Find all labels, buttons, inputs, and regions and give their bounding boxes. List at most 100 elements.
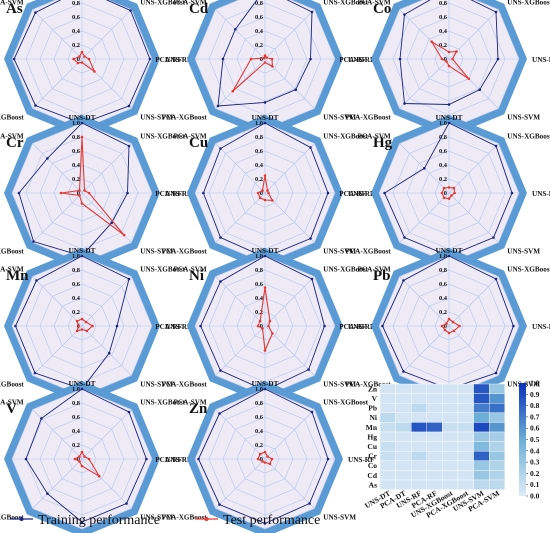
heatmap-cell [473,412,490,423]
heatmap-cell [426,460,443,471]
radar-cu: 00.20.40.60.81.0UNS-DTUNS-XGBoostUNS-RFU… [155,114,375,282]
test-point [267,191,270,195]
heatmap-cell [489,460,506,471]
training-point [202,191,205,195]
training-point [32,240,35,243]
test-point [263,61,267,64]
radar-axis-label: UNS-SVM [140,247,173,255]
test-point [440,191,444,195]
heatmap-cell [411,441,428,452]
heatmap-cell [473,451,490,462]
radar-axis-label: PCA-XGBoost [162,113,208,121]
heatmap-cell [442,412,459,423]
radar-axis-label: UNS-SVM [323,380,356,388]
radar-axis-label: PCA-RF [339,190,366,198]
test-point [266,189,269,192]
training-point [423,167,426,170]
colorbar-tick-label: 0.3 [530,458,540,467]
heatmap-cell [473,431,490,442]
heatmap-cell [457,479,474,490]
training-point [219,369,222,372]
test-point [83,189,86,192]
radar-spoke [215,58,266,109]
test-point [98,475,101,478]
heatmap-cell [379,460,396,471]
radar-spoke [448,276,499,327]
training-point [33,371,37,375]
radar-axis-label: UNS-DT [69,114,96,122]
radar-axis-label: PCA-SVM [0,266,24,274]
test-point [85,329,89,333]
radar-tick-label: 0.8 [72,400,80,407]
radar-tick-label: 0.4 [72,162,81,169]
test-point [78,194,81,197]
radar-axis-label: PCA-XGBoost [346,113,392,121]
radar-axis-label: PCA-XGBoost [0,513,24,521]
radar-tick-label: 0.2 [255,442,263,449]
radar-spoke [32,9,83,60]
radar-tick-label: 1.0 [255,253,263,260]
heatmap-cell [426,431,443,442]
radar-spoke [81,143,132,194]
training-point [492,236,495,239]
test-point [78,455,81,458]
training-point [478,88,482,91]
test-point [447,197,451,200]
heatmap-cell [395,470,412,481]
test-point [440,57,444,61]
radar-axis-label: PCA-SVM [358,133,391,141]
radar-tick-label: 0.8 [255,0,263,7]
radar-spoke [264,143,315,194]
heatmap-cell [489,393,506,404]
training-point [307,368,310,371]
radar-tick-label: 0.8 [439,0,447,7]
training-point [34,11,37,14]
training-point [127,144,131,148]
training-point [383,191,386,195]
radar-tick-label: 0.2 [72,42,80,49]
training-point [218,503,221,506]
radar-hg: 00.20.40.60.81.0UNS-DTUNS-XGBoostUNS-RFU… [339,114,550,282]
colorbar [519,383,526,496]
radar-spoke [399,58,450,109]
training-point [115,324,119,328]
radar-tick-label: 0 [260,56,263,63]
heatmap-cell [473,403,490,414]
radar-spoke [81,276,132,327]
radar-axis-label: UNS-XGBoost [507,0,550,7]
training-point [107,351,111,355]
radar-tick-label: 0.4 [255,428,264,435]
training-point [326,191,330,195]
training-point [129,9,132,12]
training-point [218,412,221,415]
heatmap-cell [395,451,412,462]
radar-axis-label: UNS-XGBoost [140,0,185,7]
heatmap-cell [442,393,459,404]
radar-axis-label: PCA-XGBoost [0,380,24,388]
radar-tick-label: 0.2 [255,309,263,316]
heatmap-cell [442,383,459,394]
heatmap-cell [379,451,396,462]
training-point [80,121,84,125]
test-point [77,324,80,328]
training-point [46,157,49,160]
training-point [510,191,514,195]
radar-spoke [399,276,450,327]
test-point [231,89,235,93]
radar-tick-label: 0.2 [255,176,263,183]
radar-tick-label: 0.8 [255,400,263,407]
heatmap-cell [426,451,443,462]
radar-axis-label: UNS-SVM [323,513,356,521]
legend-training-label: Training performance [38,513,160,528]
training-point [263,387,267,391]
test-point [442,196,446,200]
test-point [467,77,471,81]
heatmap-row-label: Co [368,461,377,470]
test-point [87,57,91,61]
radar-spoke [215,143,266,194]
heatmap-cell [489,470,506,481]
radar-title: Cu [189,135,208,151]
training-point [263,522,267,525]
test-point [256,324,260,328]
